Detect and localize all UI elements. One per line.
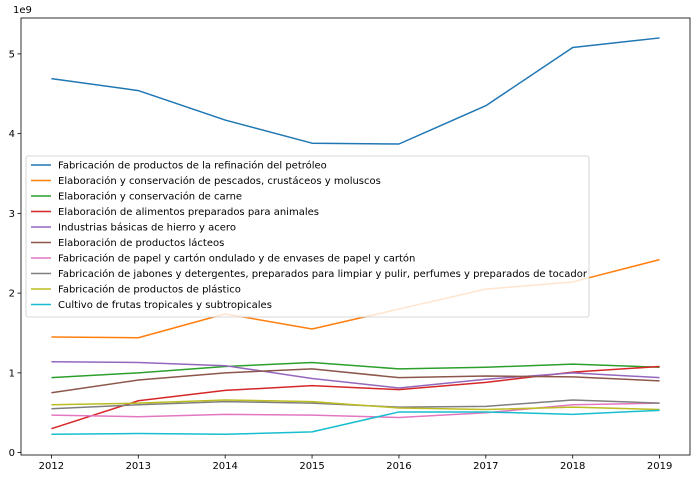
legend-label: Elaboración de productos lácteos bbox=[58, 237, 224, 249]
series-line bbox=[51, 402, 660, 419]
y-tick-label: 2 bbox=[9, 289, 15, 300]
legend-label: Fabricación de papel y cartón ondulado y… bbox=[58, 253, 415, 265]
series-line bbox=[51, 361, 660, 379]
series-line bbox=[51, 360, 660, 389]
y-offset-label: 1e9 bbox=[13, 5, 32, 16]
x-tick-label: 2015 bbox=[299, 461, 324, 472]
series-line bbox=[51, 399, 660, 411]
y-tick-label: 3 bbox=[9, 209, 15, 220]
legend-label: Elaboración y conservación de pescados, … bbox=[58, 175, 381, 187]
legend-label: Fabricación de productos de plástico bbox=[58, 284, 241, 296]
x-tick-label: 2019 bbox=[647, 461, 672, 472]
plot-area: 2012 2013 2014 2015 2016 2017 2018 2019 0 1 2 3 4 5 Fa… bbox=[9, 17, 691, 472]
x-tick-label: 2014 bbox=[212, 461, 237, 472]
x-tick-label: 2012 bbox=[39, 461, 64, 472]
series-line bbox=[51, 37, 660, 145]
legend-label: Cultivo de frutas tropicales y subtropic… bbox=[58, 300, 272, 311]
legend-label: Fabricación de jabones y detergentes, pr… bbox=[58, 268, 588, 280]
y-tick-label: 1 bbox=[9, 368, 15, 379]
axes-frame bbox=[20, 17, 691, 456]
y-tick-label: 0 bbox=[9, 448, 15, 459]
legend-label: Industrias básicas de hierro y acero bbox=[58, 222, 236, 234]
series-line bbox=[51, 368, 660, 394]
x-tick-label: 2018 bbox=[560, 461, 585, 472]
legend-label: Elaboración de alimentos preparados para… bbox=[58, 206, 319, 218]
legend-box bbox=[25, 155, 590, 318]
x-tick-label: 2017 bbox=[473, 461, 498, 472]
series-line bbox=[51, 409, 660, 436]
x-tick-label: 2016 bbox=[386, 461, 411, 472]
legend-label: Elaboración y conservación de carne bbox=[58, 191, 242, 203]
legend-label: Fabricación de productos de la refinació… bbox=[58, 160, 327, 172]
x-tick-label: 2013 bbox=[126, 461, 151, 472]
y-tick-label: 4 bbox=[9, 129, 15, 140]
series-line bbox=[51, 365, 660, 430]
y-tick-label: 5 bbox=[9, 49, 15, 60]
